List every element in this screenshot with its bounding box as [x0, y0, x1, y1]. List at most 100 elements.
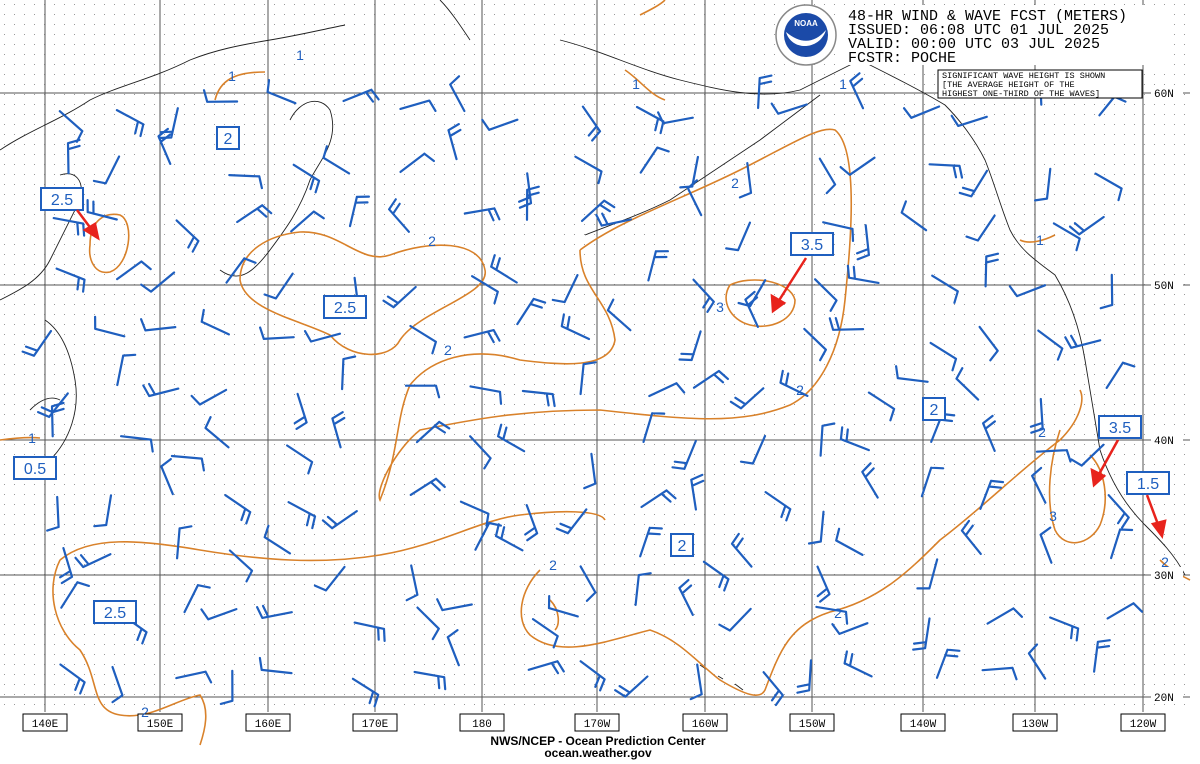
- wind-barb: [965, 214, 996, 242]
- lon-label: 170E: [362, 719, 389, 731]
- wind-barb: [471, 275, 499, 305]
- wind-barb: [843, 650, 873, 678]
- wind-barb: [1110, 528, 1134, 560]
- lon-label: 120W: [1130, 719, 1157, 731]
- wave-label: 2.5: [51, 192, 73, 209]
- wind-barb: [595, 212, 633, 227]
- wind-barb: [1064, 334, 1102, 349]
- wind-barb: [1029, 397, 1044, 434]
- wind-barb: [692, 278, 715, 313]
- wind-barb: [331, 411, 346, 449]
- wind-barb: [779, 369, 809, 397]
- wind-barb: [958, 169, 989, 198]
- lon-label: 150E: [147, 719, 174, 731]
- wind-barb: [819, 422, 836, 457]
- logo-text: NOAA: [794, 19, 818, 28]
- wind-barb: [321, 510, 358, 530]
- wind-barb: [228, 549, 254, 583]
- wind-barb: [21, 329, 53, 357]
- wind-barb: [678, 330, 702, 362]
- contour-label: 3: [1049, 508, 1057, 524]
- lon-label: 130W: [1022, 719, 1049, 731]
- lon-label: 180: [472, 719, 492, 731]
- wind-barb: [839, 426, 870, 452]
- contour-label: 2: [731, 175, 739, 191]
- wind-barb: [1094, 172, 1123, 202]
- lat-label: 50N: [1154, 281, 1174, 293]
- lon-label-box: [682, 713, 728, 732]
- contour-label: 1: [1036, 232, 1044, 248]
- wind-barb: [770, 102, 808, 115]
- lon-label: 170W: [584, 719, 611, 731]
- note-line: SIGNIFICANT WAVE HEIGHT IS SHOWN: [942, 71, 1105, 81]
- wind-barb: [176, 525, 193, 560]
- wind-barb: [263, 272, 294, 300]
- wave-box: [790, 232, 834, 256]
- wind-barb: [160, 458, 174, 496]
- wind-barb: [59, 663, 86, 695]
- wind-barb: [313, 565, 346, 592]
- wind-barb: [92, 155, 121, 185]
- wind-barb: [531, 618, 559, 649]
- contour-label: 2: [796, 382, 804, 398]
- wind-barb: [140, 318, 177, 332]
- wind-barb: [525, 185, 540, 221]
- wind-barb: [436, 598, 473, 612]
- wind-barb: [856, 224, 870, 261]
- wind-barb: [200, 608, 238, 621]
- wind-barb: [175, 219, 200, 253]
- wind-barb: [642, 412, 666, 443]
- wind-barb: [718, 607, 752, 632]
- wind-barb: [895, 365, 929, 383]
- wind-barb: [955, 367, 980, 401]
- wave-box: [40, 187, 84, 211]
- wind-barb: [463, 329, 501, 344]
- contour-label: 2: [141, 704, 149, 720]
- wind-barb: [74, 553, 112, 569]
- contour-label: 2: [549, 557, 557, 573]
- wave-label: 2: [224, 131, 233, 148]
- lon-label-box: [459, 713, 505, 732]
- wind-barb: [225, 257, 257, 284]
- wind-barb: [290, 210, 325, 233]
- wind-barb: [690, 473, 705, 511]
- wind-barb: [744, 290, 759, 328]
- wind-barb: [59, 547, 74, 585]
- wind-barb: [183, 584, 211, 614]
- wind-barb: [60, 581, 90, 609]
- lat-label-box: [1151, 85, 1183, 100]
- wind-barb: [614, 675, 649, 698]
- wind-barb: [579, 565, 597, 602]
- wind-barb: [960, 519, 982, 555]
- wind-barb: [115, 109, 145, 138]
- wind-barb: [200, 308, 230, 336]
- wind-barb: [764, 491, 792, 522]
- wind-barb: [93, 494, 113, 528]
- wave-label: 2.5: [104, 605, 126, 622]
- wind-barb: [725, 221, 752, 252]
- wind-barb: [729, 387, 765, 410]
- wind-barb: [762, 671, 784, 707]
- wind-barb: [94, 315, 126, 338]
- lon-label: 140W: [910, 719, 937, 731]
- wind-barb: [341, 355, 357, 391]
- wind-barb: [416, 606, 440, 641]
- contour-label: 1: [296, 47, 304, 63]
- wind-barb: [639, 526, 663, 558]
- wind-barb: [1031, 466, 1047, 504]
- note-box: [937, 69, 1143, 99]
- wind-barb: [867, 391, 896, 422]
- wind-barb: [846, 264, 880, 284]
- wind-barb: [142, 382, 180, 398]
- lon-label-box: [22, 713, 68, 732]
- lat-label-box: [1151, 277, 1183, 292]
- wind-barb: [404, 384, 441, 399]
- wind-barb: [861, 462, 879, 499]
- wind-barb: [399, 99, 437, 112]
- lat-label: 30N: [1154, 571, 1174, 583]
- wind-barb: [399, 152, 435, 173]
- wind-barb: [822, 221, 855, 242]
- wind-barb: [266, 79, 297, 105]
- wind-barb: [807, 510, 825, 545]
- contour-label: 2: [444, 342, 452, 358]
